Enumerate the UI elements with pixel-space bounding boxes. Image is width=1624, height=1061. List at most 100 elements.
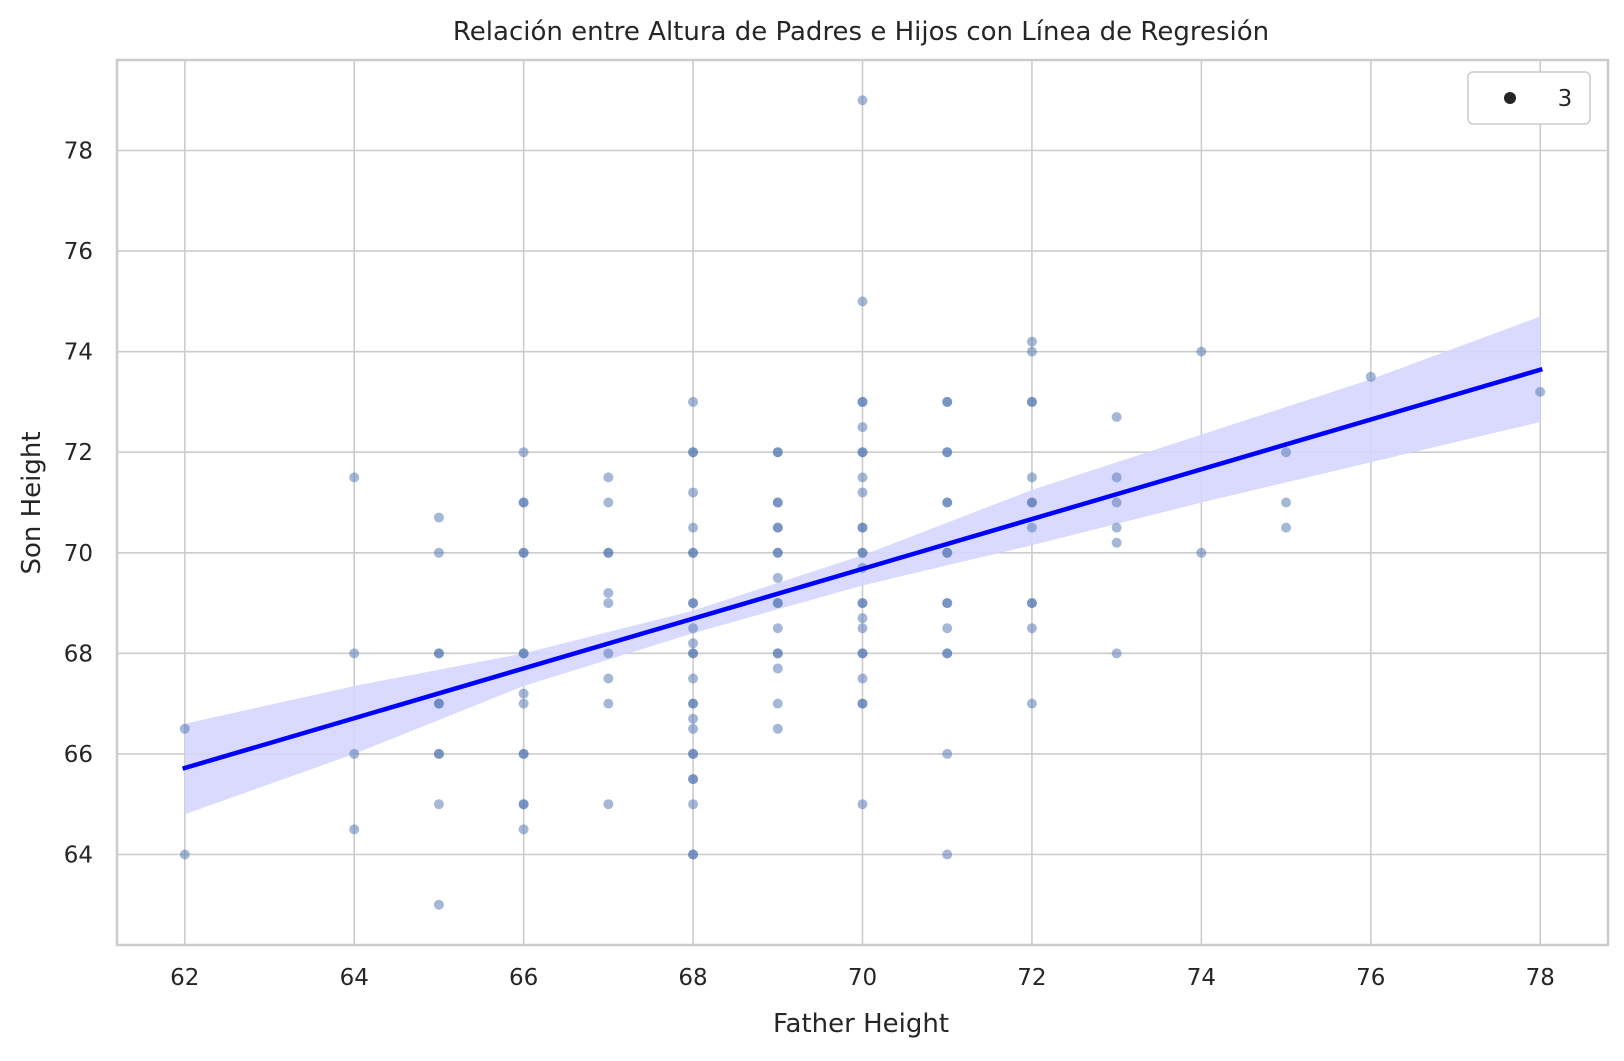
data-point	[857, 648, 868, 659]
data-point	[772, 547, 783, 558]
data-point	[1026, 497, 1037, 508]
legend-marker	[1504, 92, 1516, 104]
data-point	[349, 648, 360, 659]
data-point	[603, 588, 614, 599]
data-point	[433, 698, 444, 709]
data-point	[688, 623, 699, 634]
data-point	[1196, 346, 1207, 357]
data-point	[772, 623, 783, 634]
data-point	[1111, 472, 1122, 483]
data-point	[688, 799, 699, 810]
y-tick-label: 64	[64, 842, 93, 868]
data-point	[1026, 698, 1037, 709]
data-point	[518, 497, 529, 508]
data-point	[772, 447, 783, 458]
data-point	[688, 638, 699, 649]
data-point	[857, 673, 868, 684]
data-point	[942, 849, 953, 860]
data-point	[603, 648, 614, 659]
x-tick-label: 66	[509, 965, 538, 991]
data-point	[1111, 648, 1122, 659]
data-point	[1026, 598, 1037, 609]
y-tick-label: 66	[64, 742, 93, 768]
data-point	[688, 447, 699, 458]
data-point	[772, 698, 783, 709]
data-point	[772, 663, 783, 674]
y-tick-label: 70	[64, 541, 93, 567]
x-tick-label: 70	[848, 965, 877, 991]
data-point	[772, 723, 783, 734]
data-point	[942, 396, 953, 407]
data-point	[688, 673, 699, 684]
data-point	[433, 748, 444, 759]
data-point	[518, 824, 529, 835]
y-tick-label: 76	[64, 239, 93, 265]
chart-title: Relación entre Altura de Padres e Hijos …	[453, 17, 1269, 47]
data-point	[688, 849, 699, 860]
data-point	[1365, 371, 1376, 382]
x-tick-label: 78	[1526, 965, 1555, 991]
x-tick-label: 64	[340, 965, 369, 991]
data-point	[772, 497, 783, 508]
data-point	[349, 472, 360, 483]
data-point	[179, 723, 190, 734]
data-point	[942, 497, 953, 508]
data-point	[688, 774, 699, 785]
data-point	[518, 648, 529, 659]
data-point	[857, 396, 868, 407]
x-tick-label: 72	[1017, 965, 1046, 991]
data-point	[1281, 447, 1292, 458]
data-point	[518, 698, 529, 709]
data-point	[688, 748, 699, 759]
data-point	[688, 723, 699, 734]
data-point	[857, 472, 868, 483]
data-point	[603, 673, 614, 684]
data-point	[857, 447, 868, 458]
data-point	[433, 799, 444, 810]
data-point	[1026, 346, 1037, 357]
grid-layer	[117, 60, 1608, 945]
data-point	[518, 748, 529, 759]
data-point	[433, 547, 444, 558]
data-point	[857, 422, 868, 433]
data-point	[1196, 547, 1207, 558]
data-point	[518, 447, 529, 458]
data-point	[1111, 537, 1122, 548]
data-point	[857, 698, 868, 709]
data-point	[942, 447, 953, 458]
y-axis-label: Son Height	[17, 431, 47, 574]
data-point	[433, 512, 444, 523]
data-point	[942, 547, 953, 558]
data-point	[1026, 522, 1037, 533]
data-point	[772, 572, 783, 583]
tick-labels: 62 64 66 68 70 72 74 76 78 64 66 68 70 72 74 76 78	[64, 139, 1555, 991]
data-point	[857, 296, 868, 307]
data-point	[857, 547, 868, 558]
data-point	[857, 598, 868, 609]
data-point	[433, 648, 444, 659]
data-point	[603, 472, 614, 483]
legend-entry-label: 3	[1558, 86, 1573, 112]
x-tick-label: 68	[678, 965, 707, 991]
points-layer	[179, 95, 1546, 910]
data-point	[688, 487, 699, 498]
data-point	[857, 487, 868, 498]
regression-line-layer	[181, 366, 1544, 771]
y-tick-label: 68	[64, 641, 93, 667]
data-point	[688, 547, 699, 558]
data-point	[688, 698, 699, 709]
data-point	[942, 598, 953, 609]
data-point	[688, 598, 699, 609]
legend: 3	[1467, 71, 1591, 125]
data-point	[433, 899, 444, 910]
data-point	[688, 648, 699, 659]
x-tick-label: 74	[1187, 965, 1216, 991]
data-point	[1111, 497, 1122, 508]
data-point	[518, 799, 529, 810]
data-point	[942, 648, 953, 659]
data-point	[1026, 396, 1037, 407]
data-point	[518, 688, 529, 699]
data-point	[603, 598, 614, 609]
